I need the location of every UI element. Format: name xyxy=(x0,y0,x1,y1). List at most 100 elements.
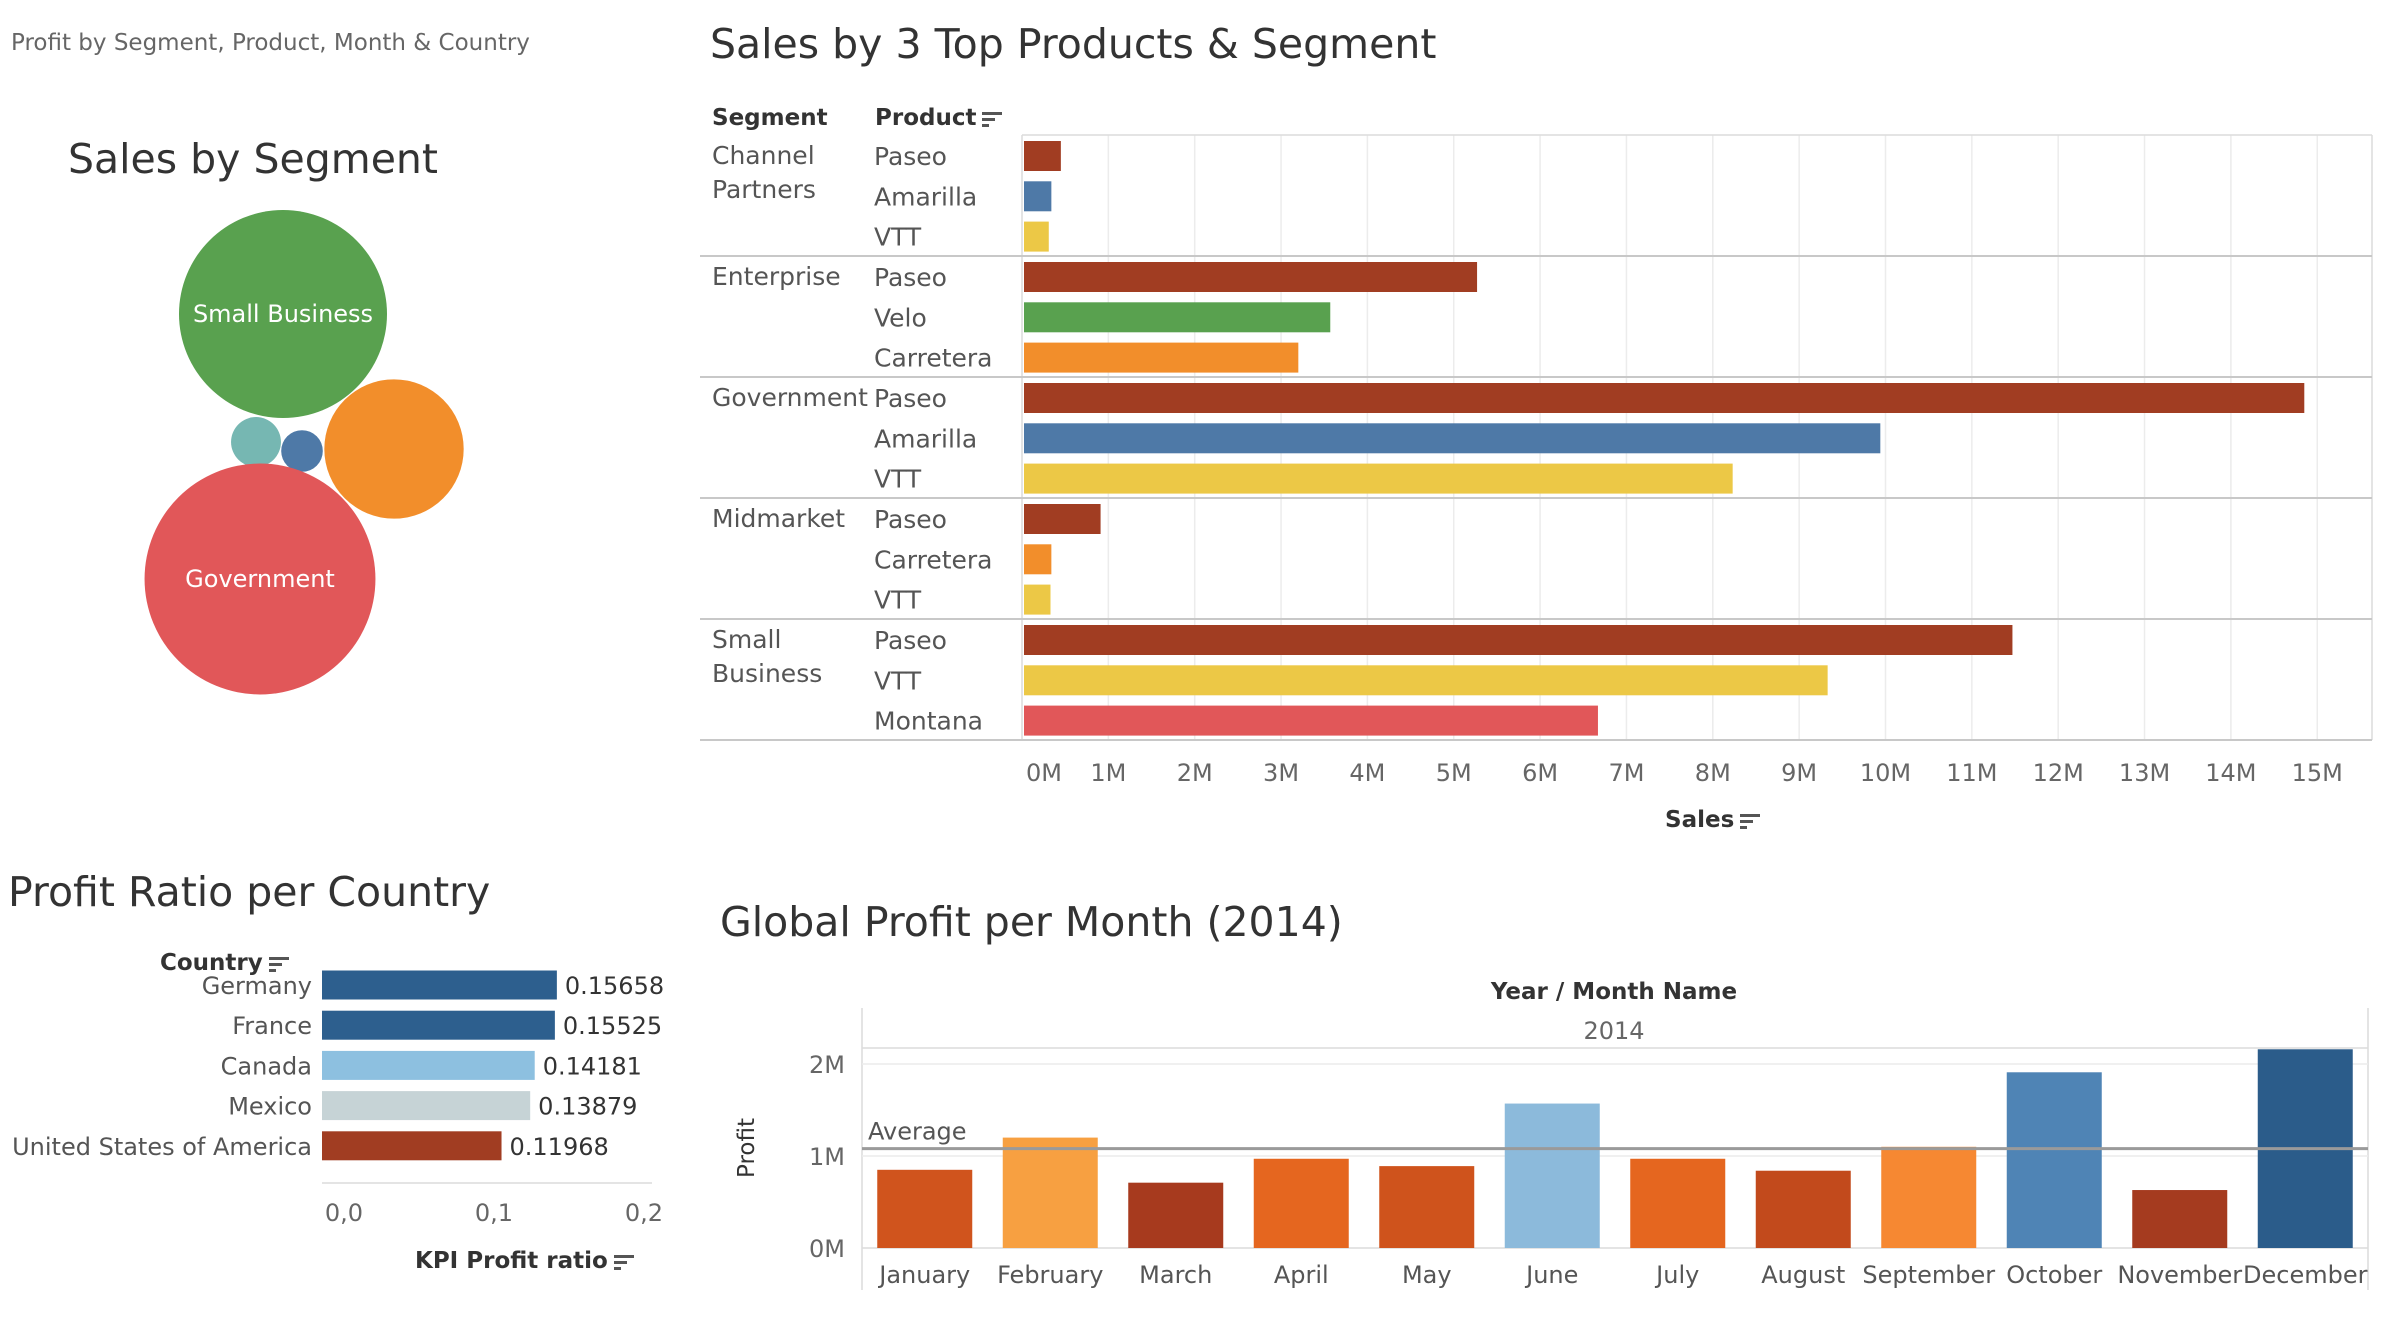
y-tick-label: 0M xyxy=(809,1235,845,1263)
country-label-mexico: Mexico xyxy=(228,1093,312,1121)
sort-descending-icon[interactable] xyxy=(613,1254,634,1270)
bar-small-business-montana xyxy=(1024,705,1598,736)
product-label-carretera: Carretera xyxy=(874,344,993,373)
month-label-august: August xyxy=(1761,1261,1845,1289)
bubble-small-business xyxy=(179,210,387,418)
bar-canada xyxy=(322,1050,535,1080)
country-label-united-states-of-america: United States of America xyxy=(12,1133,312,1161)
month-label-january: January xyxy=(877,1261,970,1289)
profit-ratio-bar-chart: Germany 0.15658 France 0.15525 Canada 0.14181… xyxy=(12,970,664,1227)
segment-label-channel-partners: Partners xyxy=(712,175,816,204)
segment-label-small-business: Business xyxy=(712,659,822,688)
month-label-november: November xyxy=(2117,1261,2242,1289)
y-tick-label: 2M xyxy=(809,1051,845,1079)
x-tick-label: 5M xyxy=(1436,759,1472,787)
bar-channel-partners-amarilla xyxy=(1024,181,1052,212)
bar-march xyxy=(1128,1182,1224,1248)
product-label-amarilla: Amarilla xyxy=(874,182,977,211)
average-label: Average xyxy=(868,1118,967,1146)
sales-axis-title[interactable]: Sales xyxy=(1665,807,1761,833)
x-tick-label: 0,0 xyxy=(325,1199,363,1227)
month-label-december: December xyxy=(2243,1261,2368,1289)
bar-november xyxy=(2132,1190,2228,1248)
monthly-profit-title: Global Profit per Month (2014) xyxy=(720,898,1343,946)
month-label-september: September xyxy=(1862,1261,1995,1289)
x-tick-label: 10M xyxy=(1860,759,1911,787)
bar-united-states-of-america xyxy=(322,1131,502,1161)
x-tick-label: 14M xyxy=(2205,759,2256,787)
x-tick-label: 6M xyxy=(1522,759,1558,787)
bar-midmarket-carretera xyxy=(1024,544,1052,575)
product-label-montana: Montana xyxy=(874,707,983,736)
country-label-germany: Germany xyxy=(202,972,312,1000)
segment-label-channel-partners: Channel xyxy=(712,141,815,170)
bar-channel-partners-paseo xyxy=(1024,141,1061,171)
x-tick-label: 13M xyxy=(2119,759,2170,787)
bar-government-paseo xyxy=(1024,383,2305,413)
month-label-february: February xyxy=(997,1261,1103,1289)
product-label-carretera: Carretera xyxy=(874,545,993,574)
x-tick-label: 1M xyxy=(1090,759,1126,787)
x-tick-label: 0,2 xyxy=(625,1199,663,1227)
x-tick-label: 2M xyxy=(1177,759,1213,787)
x-tick-label: 3M xyxy=(1263,759,1299,787)
bar-enterprise-velo xyxy=(1024,302,1331,333)
bar-january xyxy=(877,1169,973,1248)
bar-enterprise-paseo xyxy=(1024,262,1478,292)
bar-september xyxy=(1881,1146,1977,1248)
segment-bubble-chart: Small Business Government xyxy=(144,210,464,695)
country-column-header[interactable]: Country xyxy=(160,950,289,976)
sort-descending-icon[interactable] xyxy=(982,111,1003,127)
product-column-header[interactable]: Product xyxy=(875,105,1003,131)
bar-government-amarilla xyxy=(1024,423,1881,454)
x-tick-label: 15M xyxy=(2292,759,2343,787)
profit-ratio-title: Profit Ratio per Country xyxy=(8,868,491,916)
bar-midmarket-vtt xyxy=(1024,584,1051,615)
bar-april xyxy=(1253,1158,1349,1248)
bar-june xyxy=(1504,1103,1600,1248)
value-label-france: 0.15525 xyxy=(563,1012,662,1040)
month-label-october: October xyxy=(2006,1261,2102,1289)
profit-ratio-axis-title[interactable]: KPI Profit ratio xyxy=(415,1248,634,1274)
top-products-bar-chart: Channel Partners Paseo Amarilla VTT Enterpris… xyxy=(700,134,2373,787)
product-label-amarilla: Amarilla xyxy=(874,424,977,453)
y-axis-label: Profit xyxy=(734,1118,760,1178)
bubble-enterprise xyxy=(324,379,464,519)
bar-july xyxy=(1630,1158,1726,1248)
bar-small-business-paseo xyxy=(1024,625,2013,655)
bubble-chart-title: Sales by Segment xyxy=(68,135,438,183)
month-label-april: April xyxy=(1274,1261,1329,1289)
x-tick-label: 11M xyxy=(1946,759,1997,787)
bar-mexico xyxy=(322,1091,531,1121)
bar-midmarket-paseo xyxy=(1024,504,1101,534)
value-label-united-states-of-america: 0.11968 xyxy=(510,1133,609,1161)
country-header-label: Country xyxy=(160,950,263,976)
bubble-label-government: Government xyxy=(185,565,335,593)
product-label-paseo: Paseo xyxy=(874,263,947,292)
bar-february xyxy=(1002,1137,1098,1248)
sort-descending-icon[interactable] xyxy=(1740,813,1761,829)
bubble-government xyxy=(144,463,376,695)
product-label-paseo: Paseo xyxy=(874,142,947,171)
x-tick-label: 4M xyxy=(1349,759,1385,787)
month-label-july: July xyxy=(1654,1261,1699,1289)
sort-descending-icon[interactable] xyxy=(268,956,289,972)
segment-label-government: Government xyxy=(712,383,868,412)
bar-germany xyxy=(322,970,557,1000)
x-tick-label: 9M xyxy=(1781,759,1817,787)
product-label-paseo: Paseo xyxy=(874,505,947,534)
country-label-france: France xyxy=(232,1012,312,1040)
segment-label-small-business: Small xyxy=(712,625,781,654)
product-label-velo: Velo xyxy=(874,303,927,332)
x-tick-label: 7M xyxy=(1608,759,1644,787)
x-tick-label: 8M xyxy=(1695,759,1731,787)
bar-august xyxy=(1755,1170,1851,1248)
bubble-midmarket xyxy=(281,430,323,472)
bar-france xyxy=(322,1010,555,1040)
segment-label-enterprise: Enterprise xyxy=(712,262,841,291)
value-label-canada: 0.14181 xyxy=(543,1052,642,1080)
x-tick-label: 0M xyxy=(1026,759,1062,787)
product-label-vtt: VTT xyxy=(874,586,922,615)
product-label-paseo: Paseo xyxy=(874,384,947,413)
